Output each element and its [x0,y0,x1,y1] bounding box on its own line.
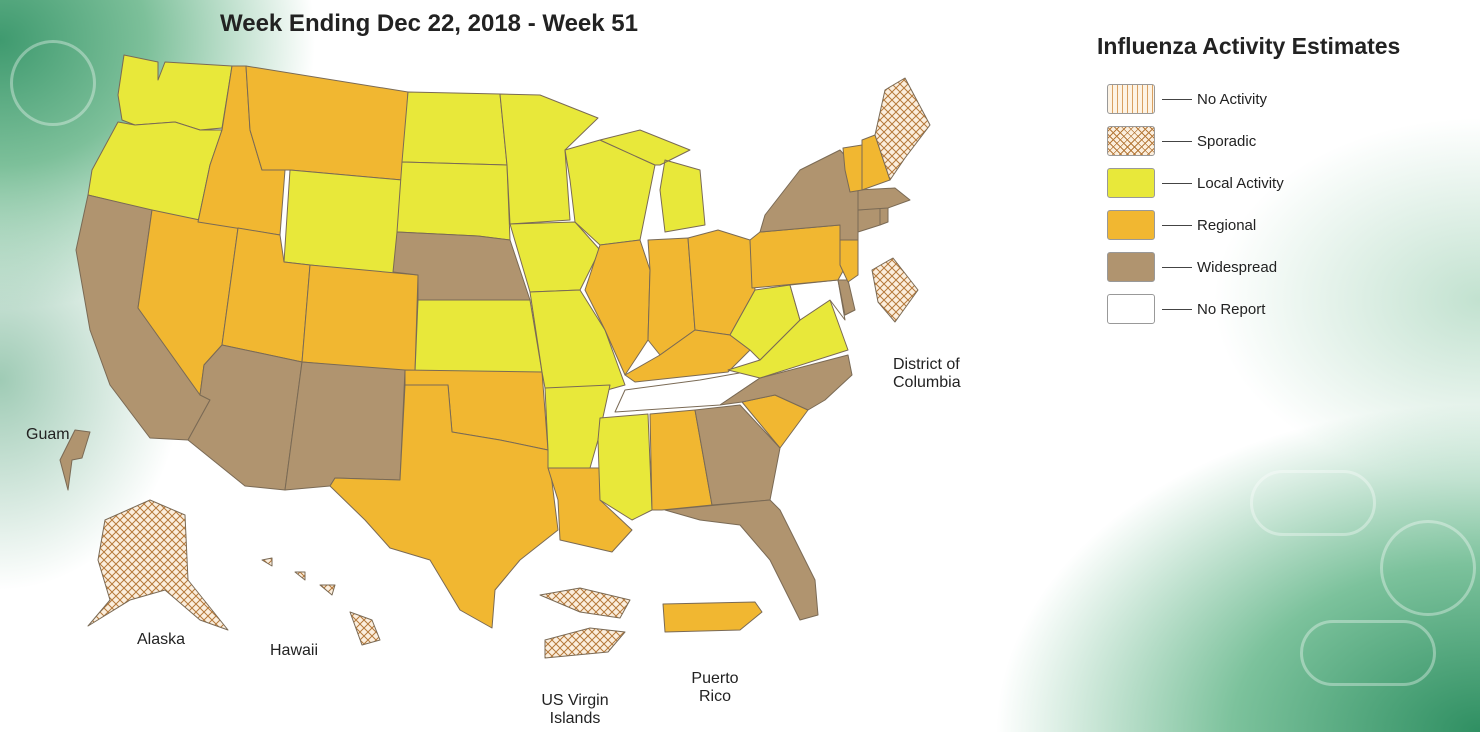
state-MT [245,65,409,181]
label-line: Puerto [691,670,739,687]
label-line: Rico [698,688,731,705]
legend-leader-line [1162,267,1192,268]
state-MS [597,413,653,521]
legend-leader-line [1162,309,1192,310]
legend-swatch [1107,294,1155,324]
state-PA [749,224,853,289]
state-GU [59,429,91,491]
legend-leader-line [1162,225,1192,226]
background-bubble [1250,470,1376,536]
legend-swatch [1107,168,1155,198]
state-DC [871,257,919,323]
legend-item-regional: Regional [1107,210,1307,242]
state-IA [509,221,601,293]
state-DE [837,279,856,316]
label-line: US Virgin [541,692,609,709]
label-guam: Guam [26,426,70,443]
state-TX [329,384,559,629]
state-AZ [187,344,303,491]
legend-label: Local Activity [1197,175,1284,192]
legend-label: No Report [1197,301,1266,318]
label-alaska: Alaska [137,631,186,648]
state-VT [842,144,863,193]
state-FL [664,499,819,621]
state-ND [401,91,508,166]
state-WY [283,169,403,276]
map-title: Week Ending Dec 22, 2018 - Week 51 [220,10,638,37]
state-RI [879,207,889,226]
legend-item-no-report: No Report [1107,294,1307,326]
background-bubble [1380,520,1476,616]
state-MA [857,187,911,211]
state-IL [584,239,651,376]
label-district-of-columbia: District of Columbia [893,356,961,392]
state-CT [857,207,881,233]
label-line: Columbia [893,374,961,391]
legend-leader-line [1162,141,1192,142]
legend-swatch [1107,126,1155,156]
legend-item-widespread: Widespread [1107,252,1307,284]
label-line: District of [893,356,960,373]
state-NY [759,149,859,241]
state-GA [694,404,781,506]
legend-swatch [1107,252,1155,282]
label-line: Islands [549,710,601,727]
state-PR [662,601,763,633]
state-ME [874,77,931,181]
legend-leader-line [1162,183,1192,184]
state-CO [301,264,419,373]
state-WA [117,54,233,131]
background-bubble [10,40,96,126]
legend-item-no-activity: No Activity [1107,84,1307,116]
background-bubble [1300,620,1436,686]
state-HI [261,557,381,646]
state-MI [599,129,706,233]
state-NJ [839,239,859,283]
legend-label: Regional [1197,217,1257,234]
legend-label: No Activity [1197,91,1268,108]
legend-title: Influenza Activity Estimates [1097,33,1401,59]
legend-item-sporadic: Sporadic [1107,126,1307,158]
state-KS [414,299,543,373]
state-SD [396,161,511,241]
state-MO [529,289,626,393]
state-VI [539,587,631,659]
legend-item-local-activity: Local Activity [1107,168,1307,200]
label-puerto-rico: Puerto Rico [680,670,750,706]
legend-leader-line [1162,99,1192,100]
state-AK [87,499,229,631]
state-MN [499,93,599,225]
legend-swatch [1107,210,1155,240]
label-us-virgin-islands: US Virgin Islands [535,692,615,728]
legend-label: Widespread [1197,259,1278,276]
legend-label: Sporadic [1197,133,1257,150]
state-NM [284,361,406,491]
legend-swatch [1107,84,1155,114]
label-hawaii: Hawaii [270,642,319,659]
state-NC [719,354,853,411]
